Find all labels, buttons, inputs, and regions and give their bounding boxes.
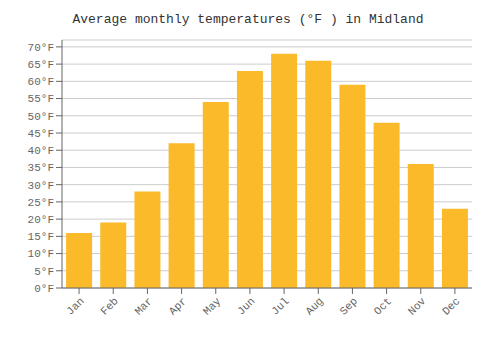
svg-text:Jun: Jun [235,295,257,317]
svg-text:Apr: Apr [167,295,189,317]
svg-text:Oct: Oct [372,295,394,317]
svg-text:Aug: Aug [303,295,325,317]
svg-text:15°F: 15°F [28,231,54,243]
svg-text:70°F: 70°F [28,42,54,54]
svg-text:20°F: 20°F [28,214,54,226]
svg-text:5°F: 5°F [34,266,54,278]
svg-text:Mar: Mar [133,295,155,317]
html-text:Average monthly temperatures (: Average monthly temperatures (°F ) in Mi… [72,12,424,27]
svg-text:45°F: 45°F [28,128,54,140]
svg-text:Sep: Sep [338,295,360,317]
svg-text:Jan: Jan [64,295,86,317]
svg-text:Feb: Feb [98,295,120,317]
svg-text:65°F: 65°F [28,59,54,71]
svg-text:35°F: 35°F [28,162,54,174]
svg-text:0°F: 0°F [34,283,54,295]
svg-text:30°F: 30°F [28,180,54,192]
svg-text:40°F: 40°F [28,145,54,157]
svg-text:25°F: 25°F [28,197,54,209]
svg-text:50°F: 50°F [28,111,54,123]
svg-text:55°F: 55°F [28,93,54,105]
svg-text:May: May [201,295,224,318]
svg-text:10°F: 10°F [28,248,54,260]
svg-text:60°F: 60°F [28,76,54,88]
svg-text:Jul: Jul [269,295,291,317]
svg-text:Nov: Nov [406,295,429,318]
svg-text:Dec: Dec [440,295,462,317]
